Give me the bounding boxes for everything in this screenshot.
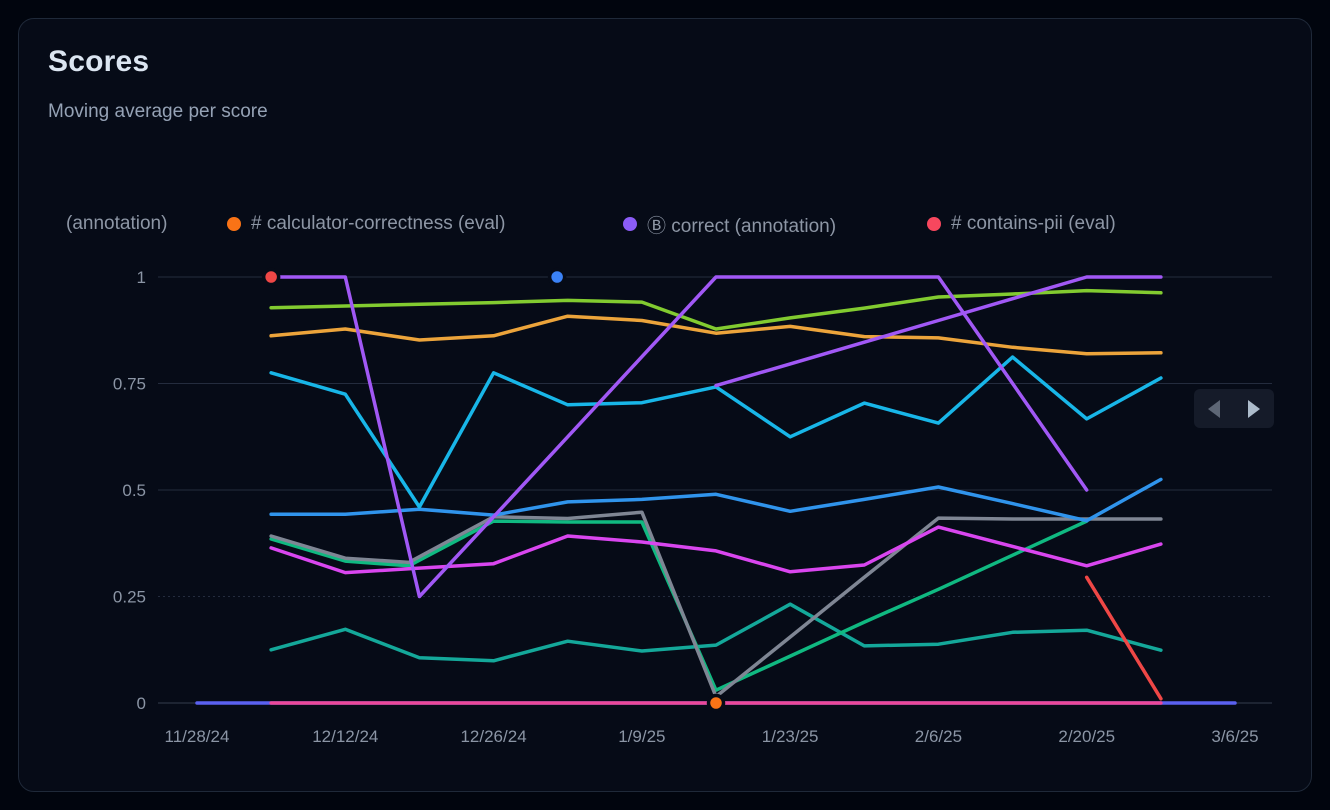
legend-item-label: # calculator-correctness (eval) — [251, 213, 506, 234]
x-axis-tick-label: 1/23/25 — [762, 727, 819, 746]
chevron-right-icon — [1248, 399, 1260, 418]
legend-item-calculator-correctness[interactable]: # calculator-correctness (eval) — [227, 207, 505, 241]
x-axis-tick-label: 1/9/25 — [618, 727, 665, 746]
cyan-line[interactable] — [269, 355, 1163, 509]
y-axis-tick-label: 0.25 — [113, 588, 146, 607]
magenta-line[interactable] — [269, 525, 1163, 575]
axis-label-layer: 1 0.75 0.5 0.25 0 11/28/24 12/12/24 12/26/24 1/9… — [113, 268, 1259, 746]
legend-prev-button[interactable] — [1199, 392, 1229, 425]
blue-line[interactable] — [269, 477, 1163, 523]
marker-layer — [261, 267, 726, 713]
legend: (annotation) # calculator-correctness (e… — [19, 207, 1311, 428]
x-axis-tick-label: 3/6/25 — [1211, 727, 1258, 746]
lime-line[interactable] — [269, 288, 1163, 331]
page-title: Scores — [48, 45, 150, 78]
legend-item-label: # contains-pii (eval) — [951, 213, 1116, 234]
x-axis-tick-label: 11/28/24 — [165, 727, 230, 746]
legend-pagination — [1194, 389, 1274, 428]
grid-layer — [158, 276, 1272, 704]
x-axis-tick-label: 2/6/25 — [915, 727, 962, 746]
scores-card: Scores Moving average per score (annotat… — [18, 18, 1312, 792]
y-axis-tick-label: 1 — [137, 268, 146, 287]
legend-item-correct-annotation[interactable]: Ⓑ correct (annotation) — [623, 207, 836, 241]
legend-item-label: (annotation) — [66, 213, 168, 234]
x-axis-tick-label: 2/20/25 — [1058, 727, 1115, 746]
y-axis-tick-label: 0.5 — [122, 481, 146, 500]
red-point-marker[interactable] — [261, 267, 281, 287]
purple-line-rising[interactable] — [714, 275, 1163, 388]
teal-line[interactable] — [269, 602, 1163, 663]
legend-item-label: Ⓑ correct (annotation) — [647, 215, 837, 237]
legend-item-annotation-truncated[interactable]: (annotation) — [66, 207, 167, 241]
page-subtitle: Moving average per score — [48, 101, 268, 122]
legend-next-button[interactable] — [1239, 392, 1269, 425]
orange-point-marker[interactable] — [706, 693, 726, 713]
y-axis-tick-label: 0.75 — [113, 375, 146, 394]
y-axis-tick-label: 0 — [137, 694, 146, 713]
amber-line[interactable] — [269, 314, 1163, 356]
blue-point-marker[interactable] — [547, 267, 567, 287]
purple-line-main[interactable] — [269, 275, 1089, 599]
legend-dot-orange-icon — [227, 217, 241, 231]
legend-dot-purple-icon — [623, 217, 637, 231]
legend-dot-red-icon — [927, 217, 941, 231]
x-axis-tick-label: 12/26/24 — [460, 727, 526, 746]
chevron-left-icon — [1208, 399, 1220, 418]
legend-item-contains-pii[interactable]: # contains-pii (eval) — [927, 207, 1116, 241]
x-axis-tick-label: 12/12/24 — [312, 727, 378, 746]
red-line[interactable] — [1084, 575, 1163, 701]
